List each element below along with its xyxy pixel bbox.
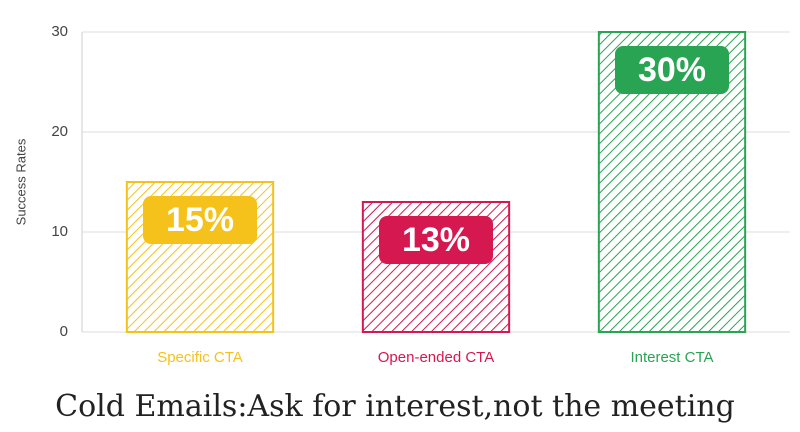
x-tick-label: Open-ended CTA: [378, 349, 494, 366]
x-tick-label: Interest CTA: [630, 349, 713, 366]
y-axis-label: Success Rates: [13, 138, 28, 225]
value-label-box: [379, 216, 493, 264]
y-tick-label: 20: [51, 123, 68, 140]
value-label-box: [615, 46, 729, 94]
value-label-box: [143, 196, 257, 244]
y-tick-label: 30: [51, 23, 68, 40]
x-tick-label: Specific CTA: [157, 349, 243, 366]
value-label: 30%: [638, 51, 706, 89]
y-tick-label: 0: [60, 323, 68, 340]
value-label: 15%: [166, 201, 234, 239]
chart-title: Cold Emails:Ask for interest,not the mee…: [55, 389, 735, 424]
value-label: 13%: [402, 221, 470, 259]
y-tick-label: 10: [51, 223, 68, 240]
